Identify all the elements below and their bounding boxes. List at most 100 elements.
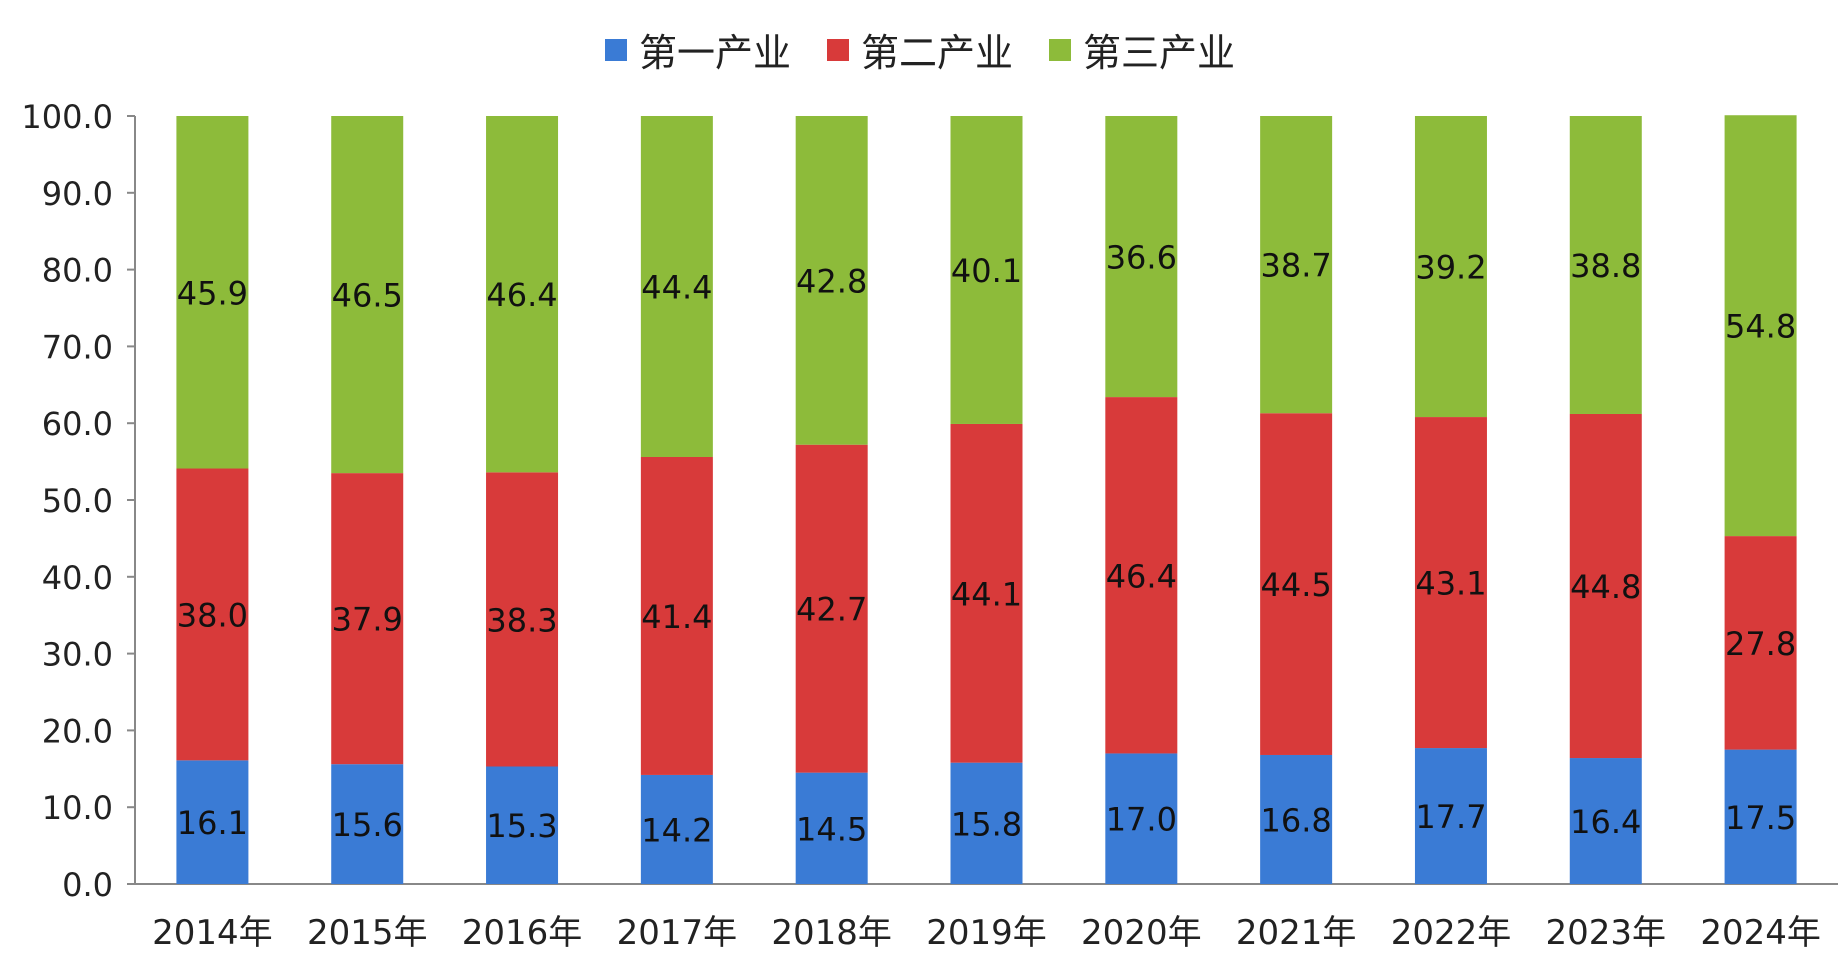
data-label: 14.2 [641,811,712,849]
data-label: 46.4 [1106,557,1177,595]
bar-segment [176,760,249,884]
bar-segment [795,116,868,445]
bar-segment [1414,417,1487,749]
y-tick-label: 60.0 [42,405,113,443]
bar-segment [950,762,1023,884]
y-tick-label: 90.0 [42,175,113,213]
bar-segment [486,766,559,884]
data-label: 46.4 [486,276,557,314]
legend-label-secondary: 第二产业 [860,31,1013,75]
data-label: 36.6 [1106,239,1177,277]
data-label: 43.1 [1415,565,1486,603]
data-label: 44.8 [1570,568,1641,606]
data-label: 46.5 [332,277,403,315]
data-label: 38.8 [1570,247,1641,285]
x-tick-label: 2018年 [771,913,892,953]
y-tick-label: 30.0 [42,636,113,674]
bar-segment [486,472,559,767]
x-tick-label: 2019年 [926,913,1047,953]
data-label: 17.5 [1725,799,1796,837]
bar-segment [1569,116,1642,414]
bar-segment [331,473,404,765]
data-label: 27.8 [1725,625,1796,663]
data-label: 38.7 [1261,247,1332,285]
data-label: 15.8 [951,805,1022,843]
data-label: 42.8 [796,262,867,300]
bar-segment [1260,754,1333,884]
x-tick-label: 2017年 [617,913,738,953]
data-label: 14.5 [796,810,867,848]
data-label: 42.7 [796,591,867,629]
data-label: 38.3 [486,601,557,639]
legend-item-primary: 第一产业 [604,22,791,77]
bar-segment [1569,413,1642,759]
data-label: 38.0 [177,596,248,634]
bar-segment [950,116,1023,424]
bar-segment [640,774,713,884]
bar-segment [795,444,868,773]
data-label: 16.1 [177,804,248,842]
x-tick-label: 2024年 [1700,913,1821,953]
y-tick-label: 80.0 [42,252,113,290]
y-tick-label: 100.0 [21,98,113,136]
bar-segment [1105,116,1178,398]
legend: 第一产业 第二产业 第三产业 [0,22,1840,77]
legend-swatch-secondary [826,38,849,61]
legend-swatch-tertiary [1049,38,1071,61]
x-tick-label: 2015年 [307,913,428,953]
bar-segment [640,456,713,775]
legend-item-tertiary: 第三产业 [1049,22,1235,77]
y-tick-label: 20.0 [42,712,113,750]
data-label: 41.4 [641,598,712,636]
bar-segment [1724,115,1797,537]
legend-label-tertiary: 第三产业 [1083,31,1236,75]
y-tick-label: 10.0 [42,789,113,827]
y-tick-label: 50.0 [42,482,113,520]
data-label: 15.3 [486,807,557,845]
legend-label-primary: 第一产业 [638,31,791,75]
bar-segment [795,772,868,884]
data-label: 45.9 [177,274,248,312]
data-label: 16.8 [1261,801,1332,839]
legend-swatch-primary [604,38,627,61]
bar-segment [331,116,404,474]
bar-segment [1105,753,1178,884]
bar-segment [1724,749,1797,884]
bar-segment [1414,116,1487,418]
data-label: 40.1 [951,252,1022,290]
data-label: 17.0 [1106,801,1177,839]
x-tick-label: 2016年 [462,913,583,953]
bar-segment [640,116,713,457]
bar-segment [331,764,404,884]
y-tick-label: 40.0 [42,559,113,597]
bar-segment [950,423,1023,763]
x-tick-label: 2020年 [1081,913,1202,953]
legend-item-secondary: 第二产业 [826,22,1013,77]
bar-segment [486,116,559,473]
x-tick-label: 2014年 [152,913,273,953]
x-tick-label: 2023年 [1546,913,1667,953]
data-label: 37.9 [332,601,403,639]
bar-segment [176,468,249,761]
data-label: 16.4 [1570,803,1641,841]
bar-segment [176,116,249,469]
bar-segment [1260,116,1333,414]
data-label: 44.5 [1261,566,1332,604]
bar-segment [1260,413,1333,755]
data-label: 39.2 [1415,249,1486,287]
bar-segment [1414,748,1487,884]
data-label: 44.1 [951,575,1022,613]
data-label: 15.6 [332,806,403,844]
x-tick-label: 2021年 [1236,913,1357,953]
x-tick-label: 2022年 [1391,913,1512,953]
data-label: 44.4 [641,268,712,306]
bar-segment [1105,397,1178,754]
data-label: 17.7 [1415,798,1486,836]
y-tick-label: 0.0 [62,866,113,904]
bar-segment [1724,536,1797,750]
bar-segment [1569,758,1642,884]
data-label: 54.8 [1725,308,1796,346]
y-tick-label: 70.0 [42,328,113,366]
